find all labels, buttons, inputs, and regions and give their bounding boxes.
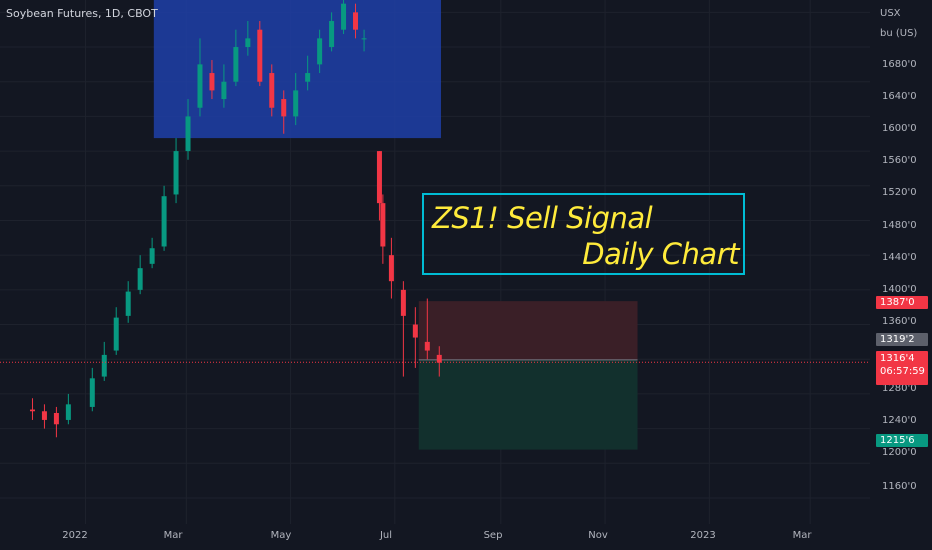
time-tick: Sep <box>483 530 503 541</box>
price-axis[interactable]: USX bu (US) 1680'0 1640'0 1600'0 1560'0 … <box>870 0 932 550</box>
annotation-box[interactable]: ZS1! Sell Signal Daily Chart <box>422 193 745 275</box>
time-tick: May <box>270 530 292 541</box>
price-tick: 1240'0 <box>882 415 917 426</box>
candle-body <box>388 255 394 282</box>
time-tick: 2022 <box>62 530 88 541</box>
candle-body <box>353 12 359 30</box>
candle-body <box>257 29 263 82</box>
highlight-zone <box>153 0 441 139</box>
candle-body <box>329 21 335 48</box>
axis-unit-measure: bu (US) <box>880 28 918 39</box>
candle-body <box>125 291 131 316</box>
candle-series <box>29 0 442 438</box>
candle-body <box>269 73 275 108</box>
time-tick: Mar <box>792 530 812 541</box>
price-tick: 1480'0 <box>882 220 917 231</box>
candle-body <box>380 203 386 247</box>
time-tick: 2023 <box>690 530 716 541</box>
candle-body <box>101 354 107 377</box>
price-tick: 1200'0 <box>882 447 917 458</box>
price-tick: 1640'0 <box>882 91 917 102</box>
candle-body <box>412 324 418 338</box>
candle-body <box>197 64 203 108</box>
price-tick: 1680'0 <box>882 59 917 70</box>
candle-body <box>161 196 167 247</box>
axis-unit-currency: USX <box>880 8 901 19</box>
candle-body <box>424 341 430 351</box>
candle-body <box>137 268 143 290</box>
candle-body <box>113 317 119 351</box>
time-axis[interactable]: 2022 Mar May Jul Sep Nov 2023 Mar <box>0 524 870 550</box>
target-high-label: 1387'0 <box>876 296 928 309</box>
time-tick: Mar <box>163 530 183 541</box>
annotation-line-1: ZS1! Sell Signal <box>432 201 653 235</box>
candle-body <box>436 354 442 363</box>
price-tick: 1360'0 <box>882 316 917 327</box>
candle-body <box>173 151 179 195</box>
candle-body <box>65 404 71 420</box>
candle-body <box>29 409 35 412</box>
entry-price-label: 1319'2 <box>876 333 928 346</box>
candle-body <box>376 151 382 204</box>
symbol-title[interactable]: Soybean Futures, 1D, CBOT <box>6 7 158 20</box>
candle-body <box>341 3 347 30</box>
take-profit-zone <box>418 359 638 450</box>
price-tick: 1280'0 <box>882 383 917 394</box>
candle-body <box>53 412 59 425</box>
annotation-line-2: Daily Chart <box>582 237 739 271</box>
candle-body <box>317 38 323 65</box>
last-price-label: 1316'4 06:57:59 <box>876 351 928 385</box>
price-tick: 1560'0 <box>882 155 917 166</box>
time-tick: Nov <box>588 530 608 541</box>
candle-body <box>209 73 215 91</box>
candle-body <box>281 99 287 117</box>
candle-body <box>400 289 406 316</box>
price-tick: 1600'0 <box>882 123 917 134</box>
bar-countdown: 06:57:59 <box>880 366 925 377</box>
candle-body <box>293 90 299 117</box>
stop-loss-zone <box>418 301 638 360</box>
candle-body <box>221 81 227 100</box>
candle-body <box>233 47 239 82</box>
price-tick: 1160'0 <box>882 481 917 492</box>
price-tick: 1400'0 <box>882 284 917 295</box>
candle-body <box>89 378 95 407</box>
price-tick: 1520'0 <box>882 187 917 198</box>
time-tick: Jul <box>379 530 393 541</box>
target-low-label: 1215'6 <box>876 434 928 447</box>
candle-body <box>245 38 251 48</box>
chart-canvas[interactable] <box>0 0 870 524</box>
candle-body <box>185 116 191 152</box>
candle-body <box>361 38 367 40</box>
price-tick: 1440'0 <box>882 252 917 263</box>
last-price-value: 1316'4 <box>880 353 915 364</box>
candle-body <box>305 73 311 82</box>
candle-body <box>41 411 47 420</box>
candle-body <box>149 248 155 264</box>
